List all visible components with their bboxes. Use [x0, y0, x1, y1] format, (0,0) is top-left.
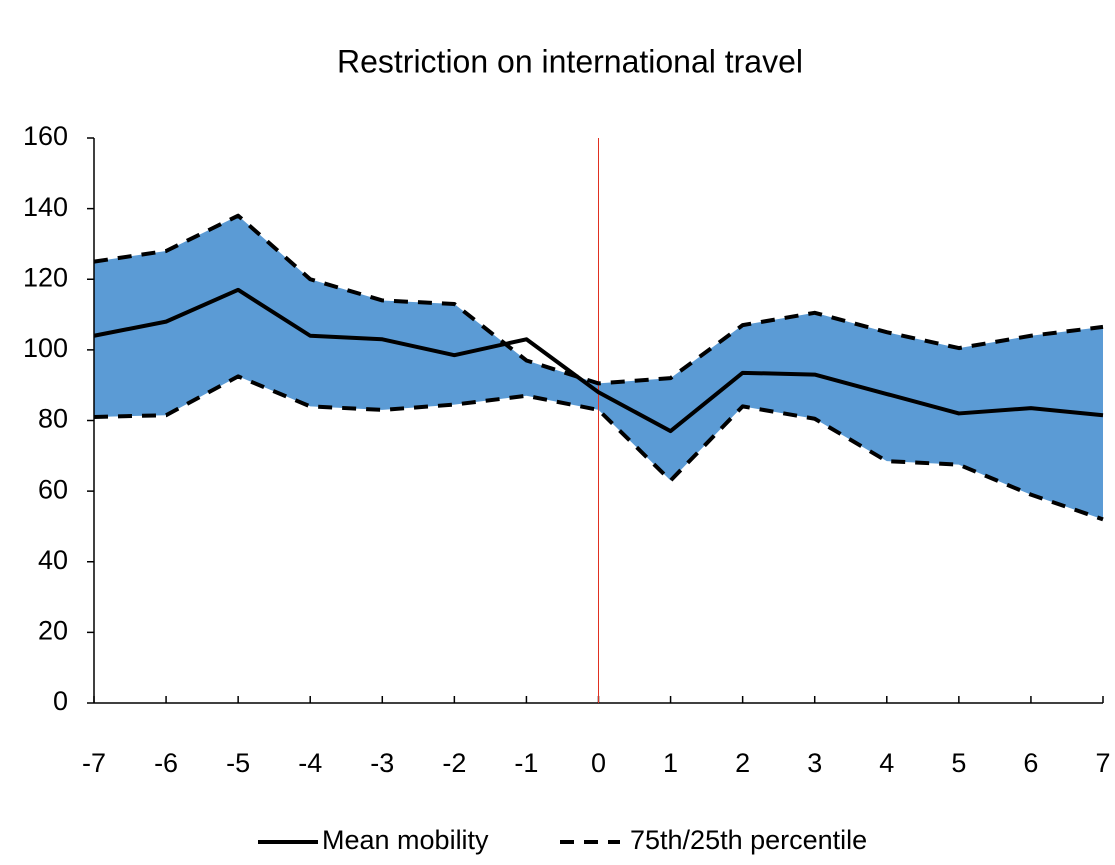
- y-tick-label: 120: [23, 262, 68, 292]
- lower-line: [93, 374, 1104, 522]
- y-tick-label: 80: [38, 404, 68, 434]
- y-tick-label: 140: [23, 192, 68, 222]
- x-tick-label: 4: [879, 748, 894, 778]
- x-tick-label: -1: [514, 748, 538, 778]
- x-tick-label: -4: [298, 748, 322, 778]
- x-tick-label: -7: [82, 748, 106, 778]
- x-tick-label: 5: [951, 748, 966, 778]
- mean-line: [93, 287, 1104, 434]
- x-tick-label: -2: [442, 748, 466, 778]
- upper-line: [93, 213, 1104, 386]
- x-tick-label: 0: [591, 748, 606, 778]
- y-tick-label: 40: [38, 545, 68, 575]
- y-tick-label: 60: [38, 474, 68, 504]
- legend-label: Mean mobility: [322, 825, 489, 855]
- percentile-band: [94, 215, 1103, 520]
- x-tick-label: -3: [370, 748, 394, 778]
- y-tick-label: 100: [23, 333, 68, 363]
- x-tick-label: -6: [154, 748, 178, 778]
- chart-title: Restriction on international travel: [337, 43, 803, 79]
- x-tick-label: 3: [807, 748, 822, 778]
- x-tick-label: 7: [1095, 748, 1110, 778]
- legend-label: 75th/25th percentile: [630, 825, 867, 855]
- x-tick-label: 1: [663, 748, 678, 778]
- x-tick-label: 2: [735, 748, 750, 778]
- y-tick-label: 20: [38, 616, 68, 646]
- x-tick-label: -5: [226, 748, 250, 778]
- y-tick-label: 0: [53, 686, 68, 716]
- x-tick-label: 6: [1023, 748, 1038, 778]
- y-tick-label: 160: [23, 121, 68, 151]
